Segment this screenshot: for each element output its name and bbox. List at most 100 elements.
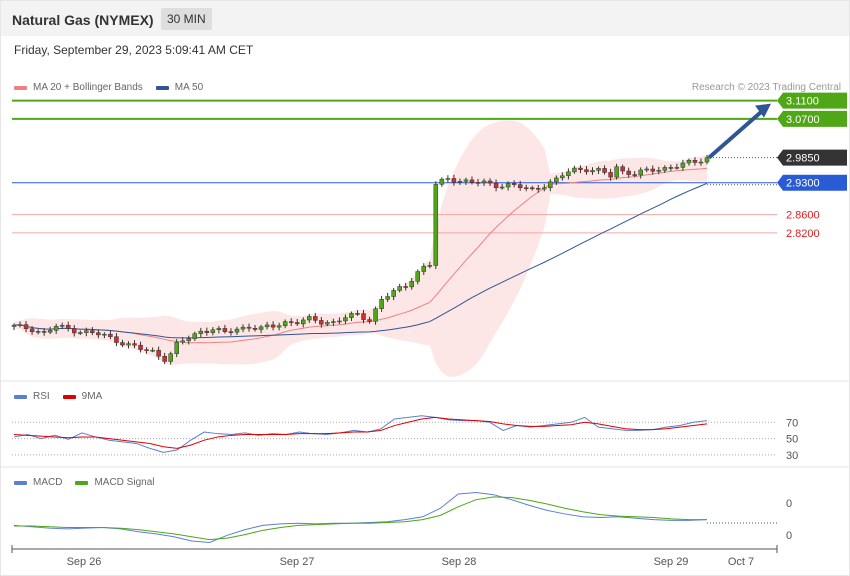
level-label-2.9850: 2.9850 [786,153,820,165]
candle-body [17,324,23,326]
candle-body [246,326,252,329]
candle-body [307,316,312,321]
candle-body [517,184,523,189]
candle-body [331,321,336,323]
chart-header: Natural Gas (NYMEX) 30 MIN [1,1,849,36]
candle-body [475,182,481,184]
rsi-line [13,415,708,453]
rsi-tick-label: 70 [786,417,798,429]
candle-body [47,330,53,333]
candle-body [445,178,451,180]
candle-body [114,336,119,343]
candle-body [126,343,131,346]
candle-body [138,344,143,350]
timeframe-badge[interactable]: 30 MIN [161,8,212,30]
candle-body [234,328,240,333]
candle-body [548,181,553,189]
candle-body [391,290,396,297]
x-axis-label: Sep 28 [442,556,477,568]
level-label-box-2.9850 [777,149,847,166]
candle-body [674,167,680,169]
candle-body [192,333,198,339]
candle-body [276,325,282,328]
candle-body [505,183,511,188]
candle-body [373,308,378,322]
price-legend: MA 20 + Bollinger Bands MA 50 [14,82,216,93]
candle-body [704,157,710,163]
macd-line [13,492,708,543]
candle-body [662,167,668,171]
candle-body [216,328,222,331]
candle-body [78,332,83,334]
candle-body [29,328,35,332]
candle-body [156,349,161,357]
rsi-ma-line [13,416,708,449]
candle-body [668,167,674,169]
candle-body [590,170,595,173]
candle-body [282,321,288,326]
candle-body [602,168,607,173]
candle-body [578,167,583,170]
candle-body [614,166,619,178]
macd-legend: MACD MACD Signal [14,477,167,488]
candle-body [632,174,637,176]
candle-body [228,331,234,333]
candle-body [493,182,499,189]
macd-tick-label: 0 [786,498,792,510]
candle-body [499,186,505,189]
instrument-title: Natural Gas (NYMEX) [12,12,154,28]
candle-body [252,328,258,330]
legend-label-macd: MACD [33,477,63,488]
rsi-tick-label: 30 [786,450,798,462]
candle-body [554,177,559,183]
candle-body [511,183,517,185]
candle-body [686,160,692,164]
candle-body [162,355,167,362]
legend-label-ma20: MA 20 + Bollinger Bands [33,82,143,93]
legend-item-macd-signal: MACD Signal [75,477,154,488]
candle-body [367,319,372,322]
level-label-box-2.9300 [777,174,847,191]
candle-body [319,320,324,325]
candle-body [120,342,125,346]
rsi-tick-label: 50 [786,434,798,446]
candle-body [240,326,246,330]
candle-body [409,281,414,288]
chart-datetime: Friday, September 29, 2023 5:09:41 AM CE… [14,43,254,57]
candle-body [415,271,420,282]
candle-body [204,330,210,333]
candle-body [59,324,65,327]
level-label-2.8600: 2.8600 [786,210,820,222]
candle-body [566,171,571,177]
candle-body [421,265,427,272]
candle-body [680,162,686,168]
candle-body [325,322,330,325]
candle-body [487,180,493,184]
candle-body [469,179,475,183]
candle-body [198,330,204,334]
candle-body [264,324,270,328]
x-axis-label: Sep 27 [280,556,315,568]
candle-body [180,340,185,343]
candle-body [427,265,433,267]
candle-body [379,299,384,309]
candle-body [35,331,41,333]
candle-body [108,333,113,337]
legend-swatch-ma20 [14,85,27,90]
candle-body [90,330,95,333]
candle-body [288,321,294,323]
candle-body [463,179,469,182]
macd-tick-label: 0 [786,530,792,542]
legend-label-rsi: RSI [33,391,50,402]
candle-body [102,333,107,336]
x-axis-label: Sep 26 [67,556,102,568]
legend-label-macd-signal: MACD Signal [94,477,155,488]
candle-body [433,184,439,266]
ma50-line [13,182,708,339]
legend-swatch-macd-signal [75,480,89,485]
candle-body [84,330,89,333]
level-label-2.8200: 2.8200 [786,228,820,240]
legend-label-rsi-ma: 9MA [81,391,103,402]
